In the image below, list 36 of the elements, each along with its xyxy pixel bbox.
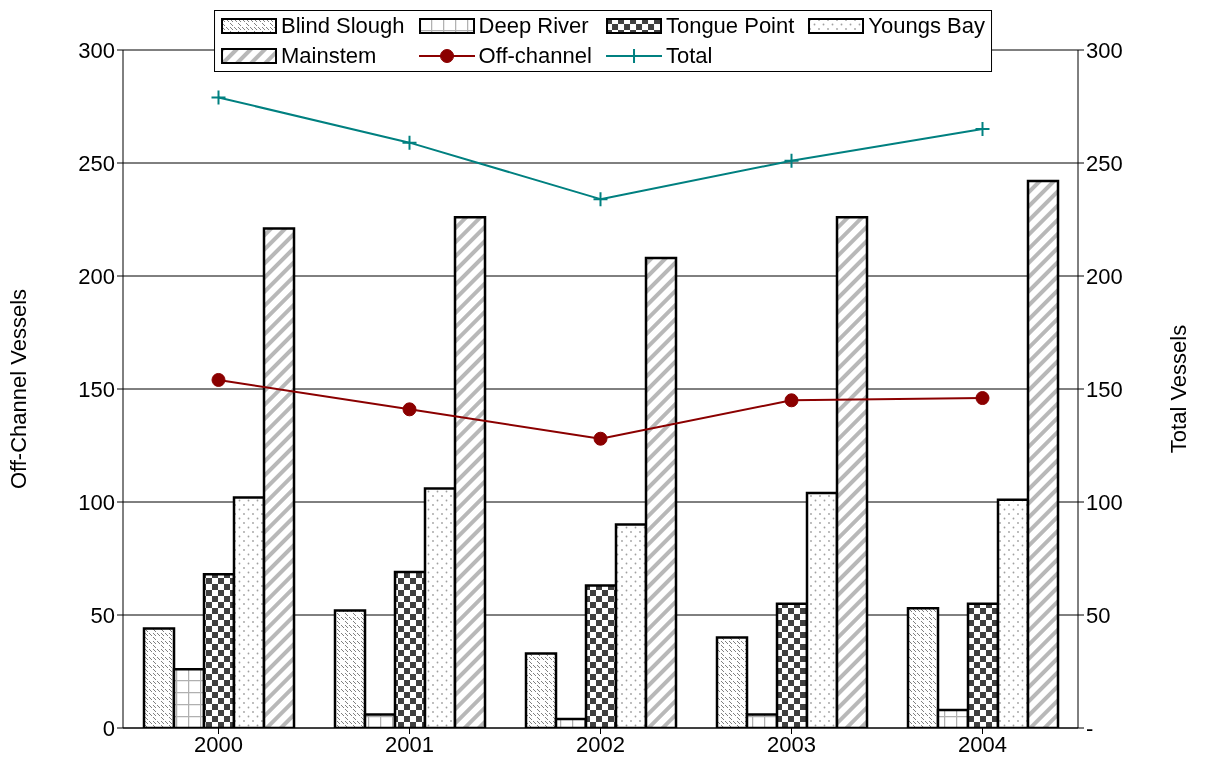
x-tick-label: 2004 [958,731,1007,757]
legend-label: Youngs Bay [868,13,985,39]
x-tick-label: 2000 [194,731,243,757]
y2-tick-label: 50 [1086,602,1111,628]
y2-axis-title: Total Vessels [1165,324,1191,454]
point [402,402,417,417]
point [210,89,227,106]
y-tick-label: 200 [78,263,115,289]
point [401,134,418,151]
y-tick-label: 250 [78,150,115,176]
x-tick-label: 2003 [767,731,816,757]
legend-label: Deep River [478,13,589,39]
y2-tick-label: - [1086,715,1094,741]
y-tick-label: 100 [78,489,115,515]
y-tick-label: 150 [78,376,115,402]
point [211,372,226,387]
point [593,431,608,446]
point [975,391,990,406]
y-tick-label: 0 [102,715,115,741]
point [784,393,799,408]
y-tick-label: 300 [78,37,115,63]
y2-tick-label: 100 [1086,489,1123,515]
x-tick-label: 2001 [385,731,434,757]
y2-tick-label: 200 [1086,263,1123,289]
y2-tick-label: 300 [1086,37,1123,63]
legend-label: Mainstem [281,43,377,69]
y-tick-label: 50 [90,602,115,628]
legend-label: Total [665,43,713,69]
point [783,152,800,169]
legend-label: Blind Slough [281,13,405,39]
y-axis-title: Off-Channel Vessels [5,288,31,490]
legend-label: Tongue Point [665,13,795,39]
y2-tick-label: 150 [1086,376,1123,402]
legend-label: Off-channel [478,43,592,69]
y2-tick-label: 250 [1086,150,1123,176]
x-tick-label: 2002 [576,731,625,757]
